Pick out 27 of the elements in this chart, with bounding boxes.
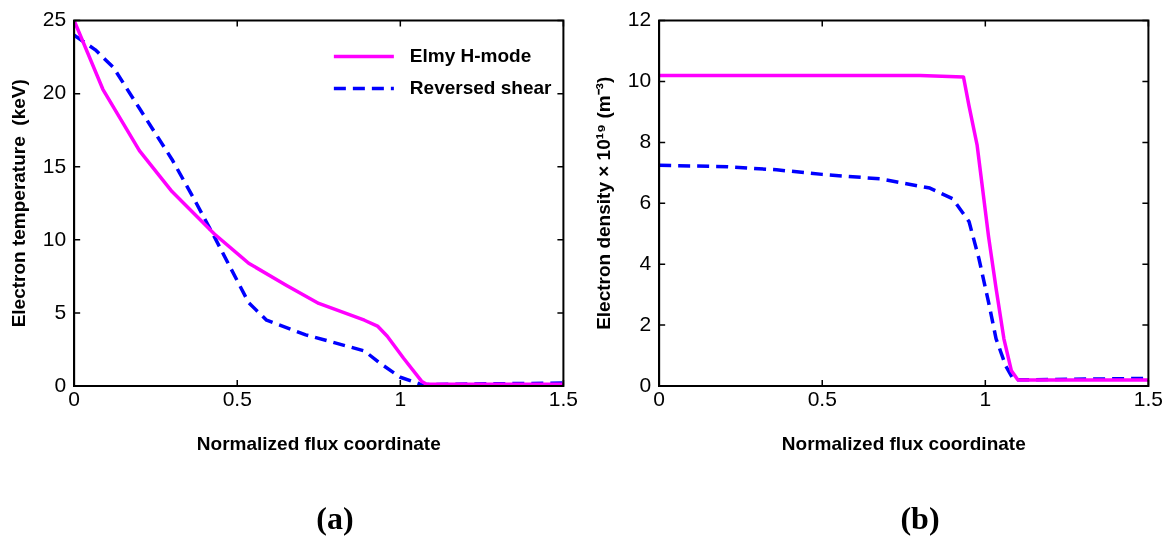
x-axis-title: Normalized flux coordinate <box>196 432 441 454</box>
y-tick-label: 6 <box>639 190 652 214</box>
y-tick-label: 10 <box>627 68 652 92</box>
y-tick-label: 15 <box>42 153 67 177</box>
legend-label: Elmy H-mode <box>409 44 532 66</box>
x-tick-label: 0.5 <box>222 387 252 411</box>
x-tick-label: 1.5 <box>548 387 579 411</box>
y-tick-label: 8 <box>639 129 652 153</box>
x-tick-label: 0.5 <box>807 387 837 411</box>
y-tick-label: 2 <box>639 311 652 335</box>
y-tick-label: 4 <box>639 251 652 274</box>
y-tick-label: 20 <box>42 80 67 104</box>
text: (b) <box>899 500 941 537</box>
y-tick-label: 10 <box>42 226 67 250</box>
x-tick-label: 1 <box>394 387 407 411</box>
y-tick-label: 0 <box>54 372 67 396</box>
y-axis-title: Electron density × 10¹⁹ (m⁻³) <box>592 76 614 330</box>
x-tick-label: 1 <box>979 387 992 411</box>
x-axis-title: Normalized flux coordinate <box>781 432 1026 454</box>
legend-label: Reversed shear <box>409 76 553 98</box>
y-tick-label: 25 <box>42 7 67 31</box>
y-tick-label: 5 <box>54 299 67 323</box>
y-tick-label: 0 <box>639 372 652 396</box>
y-tick-label: 12 <box>627 7 652 31</box>
y-axis-title: Electron temperature (keV) <box>7 79 29 328</box>
text: (a) <box>315 500 355 537</box>
x-tick-label: 1.5 <box>1133 387 1163 411</box>
